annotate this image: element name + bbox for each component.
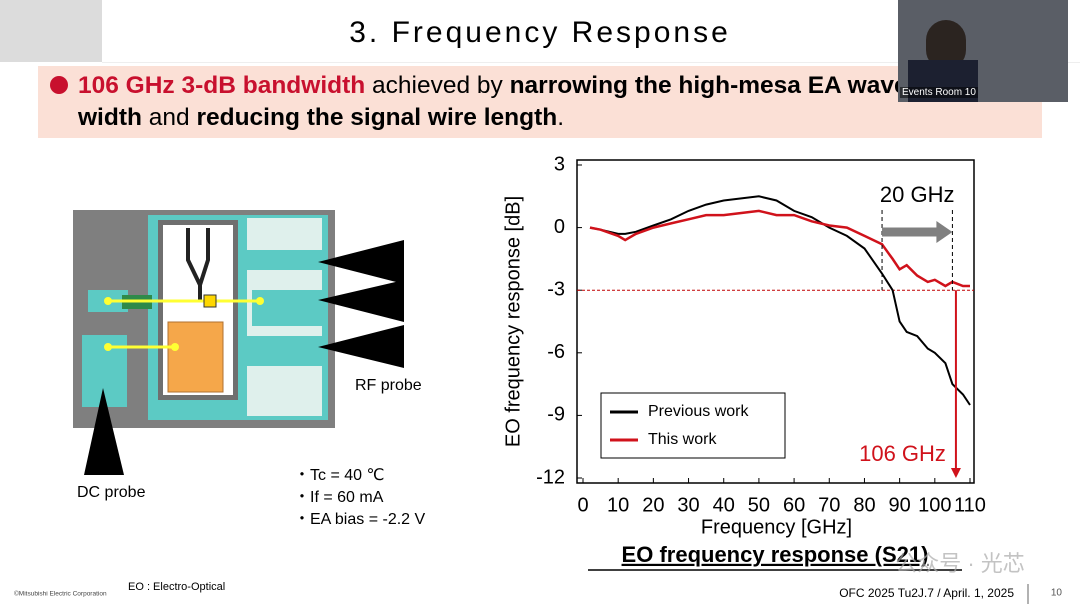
note: EO : Electro-Optical <box>128 581 225 593</box>
bullet-segment: . <box>557 104 565 131</box>
x-tick-label: 60 <box>783 494 805 516</box>
legend-box <box>600 392 786 459</box>
bullet-segment: narrowing the high-mesa EA waveguide wid… <box>78 72 973 131</box>
bullet-segment: and <box>141 104 197 131</box>
y-tick-label: -3 <box>547 278 565 300</box>
series-line <box>589 209 970 288</box>
condition: ・If = 60 mA <box>294 489 384 506</box>
x-tick-label: 40 <box>713 494 735 516</box>
x-tick-label: 80 <box>853 494 875 516</box>
x-tick-label: 50 <box>748 494 770 516</box>
x-axis-label: Frequency [GHz] <box>701 516 852 538</box>
x-tick-label: 20 <box>642 494 664 516</box>
y-tick-label: -12 <box>536 466 565 488</box>
rf-signal <box>252 290 322 326</box>
y-tick-label: -9 <box>547 404 565 426</box>
webcam: Events Room 10 <box>898 0 1068 102</box>
bullet-dot <box>50 76 68 94</box>
header-block <box>0 0 102 62</box>
ea-section <box>203 294 217 308</box>
watermark: 公众号 · 光芯 <box>895 551 1025 576</box>
chart-caption: EO frequency response (S21) <box>622 542 929 567</box>
arrow-head <box>950 468 961 478</box>
condition: ・Tc = 40 ℃ <box>294 467 384 484</box>
slide-title: 3. Frequency Response <box>349 16 731 49</box>
series-line <box>589 195 971 406</box>
rf-probe-label: RF probe <box>355 377 422 394</box>
bond <box>104 297 112 305</box>
dc-pad <box>167 321 224 393</box>
rf-ground-2 <box>247 336 322 366</box>
y-tick-label: 3 <box>554 153 565 175</box>
y-axis-label: EO frequency response [dB] <box>502 196 524 447</box>
chart: 30-3-6-9-120 10 20 30 40 50 60 70 80 90 100 110Freq… <box>502 153 986 538</box>
bullet-text: 106 GHz 3-dB bandwidth achieved by narro… <box>78 70 978 134</box>
annotation-text: 20 GHz <box>880 182 955 207</box>
x-tick-label: 10 <box>607 494 629 516</box>
dc-probe-tip <box>84 388 124 475</box>
waveguide <box>186 228 210 300</box>
bond <box>104 343 112 351</box>
page-number: 10 <box>1051 588 1063 599</box>
condition: ・EA bias = -2.2 V <box>294 511 426 528</box>
bullet-segment: 106 GHz 3-dB bandwidth <box>78 72 366 99</box>
annotation-text: 106 GHz <box>859 441 946 466</box>
x-tick-label: 100 <box>918 494 951 516</box>
webcam-label: Events Room 10 <box>900 87 978 98</box>
copyright: ©Mitsubishi Electric Corporation <box>14 590 107 598</box>
x-tick-label: 110 <box>954 494 986 516</box>
plot-frame <box>576 159 975 484</box>
legend-label: Previous work <box>648 403 749 420</box>
x-tick-label: 90 <box>889 494 911 516</box>
x-tick-label: 30 <box>677 494 699 516</box>
dc-probe-label: DC probe <box>77 484 146 501</box>
rf-probe-tips <box>318 240 404 368</box>
arrow-head <box>936 221 953 243</box>
y-tick-label: 0 <box>554 216 565 238</box>
x-tick-label: 70 <box>818 494 840 516</box>
legend-label: This work <box>648 431 717 448</box>
rf-ground-1 <box>247 250 322 270</box>
bond <box>171 343 179 351</box>
bullet-segment: reducing the signal wire length <box>196 104 558 131</box>
bullet-box <box>38 66 1042 138</box>
bullet-segment: achieved by <box>365 72 510 99</box>
x-tick-label: 0 <box>577 494 588 516</box>
bond <box>256 297 264 305</box>
footer: OFC 2025 Tu2J.7 / April. 1, 2025 <box>839 586 1014 600</box>
y-tick-label: -6 <box>547 341 565 363</box>
